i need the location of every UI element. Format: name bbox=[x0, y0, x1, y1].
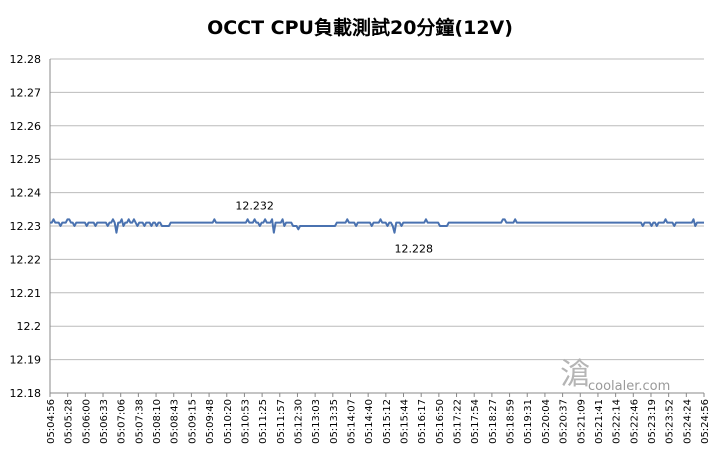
series-line-0 bbox=[50, 218, 704, 234]
x-tick-label: 05:04:56 bbox=[46, 399, 57, 444]
series bbox=[50, 218, 704, 234]
y-tick-label: 12.21 bbox=[10, 287, 42, 300]
y-tick-label: 12.2 bbox=[17, 320, 42, 333]
x-tick-label: 05:09:15 bbox=[187, 399, 198, 444]
x-tick-label: 05:08:43 bbox=[170, 399, 181, 444]
y-tick-label: 12.28 bbox=[10, 53, 42, 66]
x-tick-label: 05:17:22 bbox=[453, 399, 464, 444]
x-tick-label: 05:12:30 bbox=[293, 399, 304, 444]
x-tick-label: 05:19:31 bbox=[523, 399, 534, 444]
watermark-logo-glyph: 滄 bbox=[560, 357, 590, 392]
data-label: 12.228 bbox=[394, 243, 433, 256]
data-label: 12.232 bbox=[235, 199, 274, 212]
x-tick-label: 05:16:17 bbox=[417, 399, 428, 444]
x-tick-label: 05:15:44 bbox=[400, 399, 411, 444]
x-tick-label: 05:21:09 bbox=[576, 399, 587, 444]
x-tick-label: 05:14:07 bbox=[346, 399, 357, 444]
x-tick-label: 05:08:10 bbox=[152, 399, 163, 444]
watermark: 滄 coolaler.com bbox=[560, 357, 670, 394]
x-tick-label: 05:20:37 bbox=[559, 399, 570, 444]
x-tick-label: 05:18:59 bbox=[506, 399, 517, 444]
x-tick-label: 05:16:50 bbox=[435, 399, 446, 444]
y-axis-ticks: 12.18 12.19 12.2 12.21 12.22 12.23 12.24 12.25 1… bbox=[10, 53, 42, 400]
x-tick-label: 05:23:52 bbox=[665, 399, 676, 444]
x-tick-label: 05:13:03 bbox=[311, 399, 322, 444]
x-tick-label: 05:15:12 bbox=[382, 399, 393, 444]
x-tick-label: 05:06:33 bbox=[99, 399, 110, 444]
x-tick-label: 05:06:00 bbox=[81, 399, 92, 444]
x-tick-label: 05:09:48 bbox=[205, 399, 216, 444]
x-tick-label: 05:10:20 bbox=[223, 399, 234, 444]
x-tick-label: 05:22:46 bbox=[629, 399, 640, 444]
y-tick-label: 12.22 bbox=[10, 253, 42, 266]
x-tick-label: 05:18:27 bbox=[488, 399, 499, 444]
x-tick-label: 05:11:25 bbox=[258, 399, 269, 444]
x-tick-label: 05:07:06 bbox=[117, 399, 128, 444]
x-tick-label: 05:13:35 bbox=[329, 399, 340, 444]
x-tick-label: 05:05:28 bbox=[64, 399, 75, 444]
x-tick-label: 05:22:14 bbox=[612, 399, 623, 444]
x-tick-label: 05:20:04 bbox=[541, 399, 552, 444]
x-tick-label: 05:21:41 bbox=[594, 399, 605, 444]
axes bbox=[49, 59, 704, 394]
y-tick-label: 12.27 bbox=[10, 86, 42, 99]
data-annotations: 12.232 12.228 bbox=[235, 199, 433, 255]
chart-title: OCCT CPU負載測試20分鐘(12V) bbox=[207, 16, 513, 39]
x-tick-label: 05:10:53 bbox=[240, 399, 251, 444]
x-axis-ticks: 05:04:56 05:05:28 05:06:00 05:06:33 05:07:06… bbox=[46, 393, 711, 444]
x-tick-label: 05:11:57 bbox=[276, 399, 287, 444]
x-tick-label: 05:14:40 bbox=[364, 399, 375, 444]
x-tick-label: 05:23:19 bbox=[647, 399, 658, 444]
y-tick-label: 12.24 bbox=[10, 187, 42, 200]
y-tick-label: 12.19 bbox=[10, 354, 42, 367]
x-tick-label: 05:07:38 bbox=[134, 399, 145, 444]
y-tick-label: 12.23 bbox=[10, 220, 42, 233]
y-tick-label: 12.26 bbox=[10, 120, 42, 133]
y-tick-label: 12.25 bbox=[10, 153, 42, 166]
gridlines bbox=[50, 58, 704, 361]
watermark-text: coolaler.com bbox=[588, 379, 670, 394]
x-tick-label: 05:24:56 bbox=[700, 399, 711, 444]
x-tick-label: 05:24:24 bbox=[682, 399, 693, 444]
y-tick-label: 12.18 bbox=[10, 387, 42, 400]
x-tick-label: 05:17:54 bbox=[470, 399, 481, 444]
